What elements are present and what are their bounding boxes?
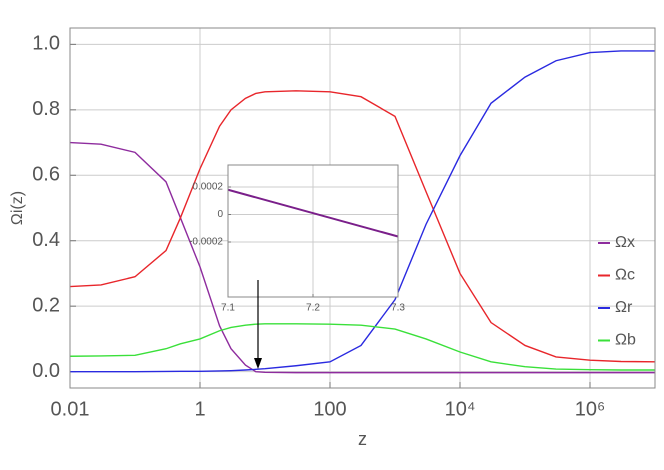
y-tick-label: 0.4 (32, 229, 60, 251)
y-tick-label: 0.2 (32, 294, 60, 316)
y-tick-label: -0.0002 (189, 237, 223, 248)
arrow-head (254, 358, 262, 369)
y-tick-label: 1.0 (32, 33, 60, 55)
x-tick-label: 10⁴ (445, 398, 476, 420)
x-tick-label: 1 (194, 398, 205, 420)
y-axis-label: Ωi(z) (9, 191, 26, 225)
series-line (70, 50, 655, 373)
y-tick-label: 0.8 (32, 98, 60, 120)
series-line (69, 90, 656, 363)
legend: Ωx Ωc Ωr Ωb (598, 234, 636, 349)
series-line (227, 188, 399, 238)
legend-label: Ωb (615, 332, 636, 349)
x-axis-label: z (358, 429, 367, 449)
plot-frame (227, 164, 399, 298)
y-tick-label: 0.0 (32, 360, 60, 382)
legend-label: Ωc (615, 267, 635, 284)
plot-frame (69, 27, 656, 389)
plots: 0.01 1 100 10⁴ 10⁶ 0.0 0.2 0.4 0.6 0.8 1.0 z Ωi(z) Ωx… (9, 27, 656, 449)
y-tick-label: 0 (217, 209, 223, 220)
series-line (69, 323, 655, 371)
y-tick-label: 0.0002 (192, 182, 223, 193)
x-tick-label: 7.3 (391, 303, 405, 314)
legend-label: Ωr (615, 299, 633, 316)
plot: 7.1 7.2 7.3 -0.0002 0 0.0002 (189, 164, 405, 314)
x-tick-label: 100 (313, 398, 346, 420)
x-tick-label: 7.2 (306, 303, 320, 314)
x-tick-label: 7.1 (221, 303, 235, 314)
plot: 0.01 1 100 10⁴ 10⁶ 0.0 0.2 0.4 0.6 0.8 1.0 z Ωi(z) Ωx… (9, 27, 656, 449)
arrow (254, 280, 262, 369)
series-line (69, 141, 655, 374)
x-tick-label: 0.01 (51, 398, 90, 420)
x-tick-label: 10⁶ (575, 398, 605, 420)
legend-label: Ωx (615, 234, 635, 251)
y-tick-label: 0.6 (32, 164, 60, 186)
